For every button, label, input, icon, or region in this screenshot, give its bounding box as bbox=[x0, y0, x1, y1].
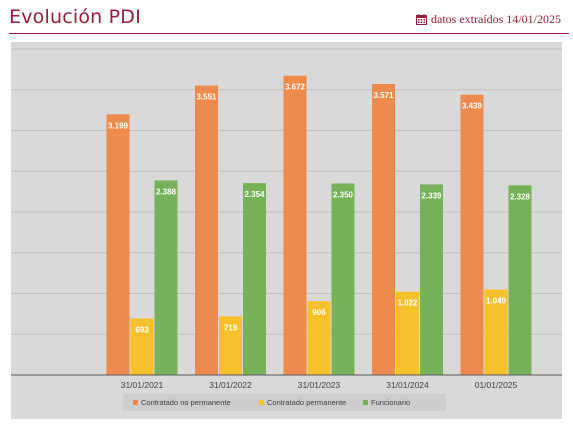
bar bbox=[396, 291, 419, 375]
legend-label: Funcionario bbox=[371, 398, 410, 407]
bar-value-label: 2.339 bbox=[421, 191, 442, 200]
legend-swatch bbox=[363, 400, 368, 405]
legend-box bbox=[123, 394, 446, 411]
bar bbox=[243, 183, 266, 375]
extract-date-info: datos extraídos 14/01/2025 bbox=[416, 12, 561, 27]
bar bbox=[331, 183, 355, 375]
bar-value-label: 1.022 bbox=[397, 299, 418, 308]
x-tick-label: 31/01/2024 bbox=[386, 380, 429, 390]
bar-value-label: 3.672 bbox=[285, 83, 306, 92]
bar-value-label: 3.571 bbox=[373, 91, 394, 100]
extract-date-label: datos extraídos 14/01/2025 bbox=[431, 12, 561, 26]
x-tick-label: 01/01/2025 bbox=[475, 380, 518, 390]
bar-value-label: 719 bbox=[224, 323, 238, 332]
bar-value-label: 1.049 bbox=[486, 297, 507, 306]
bar bbox=[106, 114, 130, 376]
bar-value-label: 3.551 bbox=[196, 93, 217, 102]
bar bbox=[460, 94, 484, 375]
bar bbox=[420, 184, 443, 375]
x-tick-label: 31/01/2023 bbox=[298, 380, 341, 390]
bar-value-label: 2.350 bbox=[333, 191, 354, 200]
bar bbox=[484, 289, 508, 375]
bar-value-label: 2.388 bbox=[156, 187, 177, 196]
chart-panel: 3.199 693 2.388 31/01/2021 3.551 719 2.354 31/0… bbox=[11, 42, 562, 419]
bar-value-label: 2.328 bbox=[510, 192, 531, 201]
legend-swatch bbox=[133, 400, 138, 405]
header: Evolución PDI datos extraídos 14/01/2025 bbox=[0, 0, 573, 34]
bar-value-label: 906 bbox=[312, 308, 326, 317]
bar-chart: 3.199 693 2.388 31/01/2021 3.551 719 2.354 31/0… bbox=[11, 48, 562, 411]
bar-value-label: 693 bbox=[135, 326, 149, 335]
bar bbox=[283, 75, 307, 375]
legend-label: Contratado no permanente bbox=[141, 398, 231, 407]
bar bbox=[508, 185, 532, 375]
bar bbox=[372, 84, 395, 375]
bar bbox=[154, 180, 178, 375]
bar-value-label: 3.439 bbox=[462, 102, 483, 111]
page-title: Evolución PDI bbox=[9, 6, 141, 28]
title-divider bbox=[9, 33, 569, 34]
x-tick-label: 31/01/2022 bbox=[209, 380, 252, 390]
legend-swatch bbox=[259, 400, 264, 405]
bar bbox=[307, 301, 331, 375]
legend-label: Contratado permanente bbox=[267, 398, 346, 407]
bar bbox=[130, 318, 154, 375]
bar-value-label: 2.354 bbox=[244, 190, 265, 199]
bar bbox=[219, 316, 242, 375]
bar-value-label: 3.199 bbox=[108, 121, 129, 130]
bar bbox=[195, 85, 218, 375]
calendar-icon bbox=[416, 14, 428, 25]
x-tick-label: 31/01/2021 bbox=[121, 380, 164, 390]
